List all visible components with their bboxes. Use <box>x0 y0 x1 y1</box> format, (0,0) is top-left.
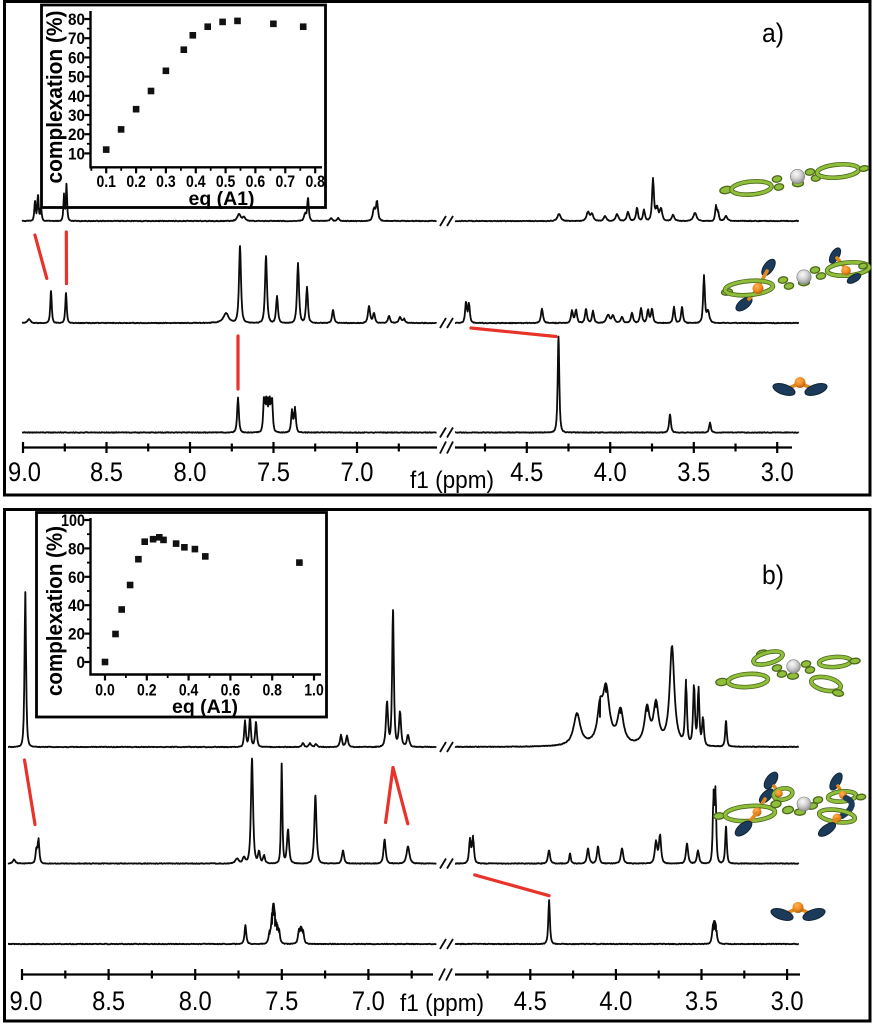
svg-text:4.0: 4.0 <box>594 457 627 487</box>
svg-text:b): b) <box>762 560 784 590</box>
svg-text:100: 100 <box>61 511 85 530</box>
svg-text:40: 40 <box>68 596 85 615</box>
svg-text:4.0: 4.0 <box>599 986 632 1016</box>
svg-text:0: 0 <box>77 653 86 672</box>
svg-text:3.0: 3.0 <box>771 986 804 1016</box>
svg-text:40: 40 <box>68 87 85 106</box>
svg-text:0.5: 0.5 <box>216 172 236 191</box>
svg-text:eq (A1): eq (A1) <box>172 697 238 718</box>
svg-text:7.0: 7.0 <box>352 986 385 1016</box>
svg-text:0.8: 0.8 <box>305 172 325 191</box>
svg-text:0.0: 0.0 <box>95 681 115 700</box>
svg-text:70: 70 <box>68 29 85 48</box>
svg-text:4.5: 4.5 <box>510 457 543 487</box>
svg-text:0.2: 0.2 <box>137 681 157 700</box>
svg-text:7.5: 7.5 <box>257 457 290 487</box>
svg-text:80: 80 <box>68 10 85 29</box>
svg-text:60: 60 <box>68 48 85 67</box>
svg-text:0.2: 0.2 <box>126 172 146 191</box>
svg-text:a): a) <box>762 18 784 48</box>
svg-text:20: 20 <box>68 125 85 144</box>
svg-text:8.0: 8.0 <box>179 986 212 1016</box>
svg-text:9.0: 9.0 <box>8 457 41 487</box>
svg-text:f1 (ppm): f1 (ppm) <box>410 467 494 494</box>
svg-text:8.5: 8.5 <box>90 457 123 487</box>
svg-text:4.5: 4.5 <box>514 986 547 1016</box>
svg-text:30: 30 <box>68 106 85 125</box>
svg-text:complexation (%): complexation (%) <box>42 11 67 184</box>
svg-text:0.8: 0.8 <box>262 681 282 700</box>
svg-text:0.6: 0.6 <box>221 681 241 700</box>
svg-text:0.1: 0.1 <box>96 172 116 191</box>
svg-text:eq (A1): eq (A1) <box>189 189 255 210</box>
svg-text:9.0: 9.0 <box>10 986 43 1016</box>
svg-text:0.4: 0.4 <box>179 681 199 700</box>
svg-text:8.0: 8.0 <box>174 457 207 487</box>
svg-text:7.5: 7.5 <box>265 986 298 1016</box>
svg-text:7.0: 7.0 <box>341 457 374 487</box>
svg-text:0.3: 0.3 <box>156 172 176 191</box>
svg-text:f1 (ppm): f1 (ppm) <box>400 990 484 1017</box>
svg-text:1.0: 1.0 <box>304 681 324 700</box>
svg-text:60: 60 <box>68 568 85 587</box>
svg-text:3.0: 3.0 <box>761 457 794 487</box>
svg-text:0.4: 0.4 <box>186 172 206 191</box>
svg-text:20: 20 <box>68 625 85 644</box>
svg-text:0.6: 0.6 <box>246 172 266 191</box>
svg-text:0.7: 0.7 <box>276 172 296 191</box>
svg-text:3.5: 3.5 <box>685 986 718 1016</box>
svg-text:80: 80 <box>68 539 85 558</box>
svg-text:8.5: 8.5 <box>92 986 125 1016</box>
svg-text:3.5: 3.5 <box>677 457 710 487</box>
svg-text:50: 50 <box>68 68 85 87</box>
svg-text:complexation (%): complexation (%) <box>42 526 67 696</box>
svg-text:10: 10 <box>68 144 85 163</box>
